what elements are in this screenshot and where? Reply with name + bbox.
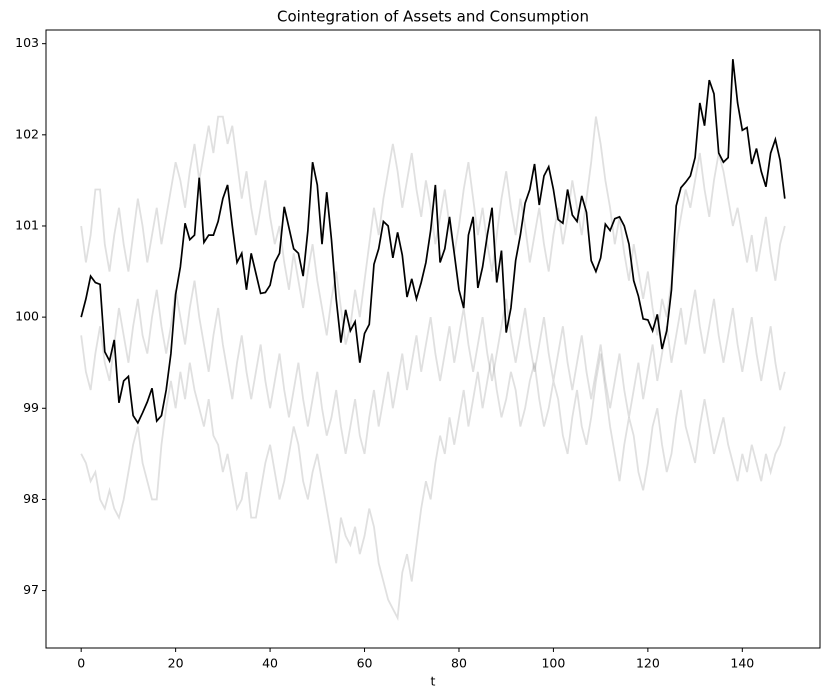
- x-tick-label: 80: [451, 656, 467, 671]
- series-line: [80, 353, 786, 622]
- series-line: [80, 115, 786, 345]
- x-tick-label: 60: [357, 656, 373, 671]
- x-tick-label: 0: [77, 656, 85, 671]
- x-tick-label: 140: [730, 656, 754, 671]
- y-tick-label: 97: [23, 582, 39, 597]
- series-line: [80, 280, 786, 455]
- y-tick-label: 99: [23, 400, 39, 415]
- y-tick-label: 98: [23, 491, 39, 506]
- y-tick-label: 102: [15, 126, 39, 141]
- x-axis-label: t: [431, 674, 436, 689]
- chart-title: Cointegration of Assets and Consumption: [277, 8, 589, 26]
- y-tick-label: 100: [15, 309, 39, 324]
- plot-frame: [45, 29, 821, 649]
- y-tick-label: 103: [15, 35, 39, 50]
- x-tick-label: 20: [168, 656, 184, 671]
- x-tick-label: 100: [541, 656, 565, 671]
- y-tick-label: 101: [15, 217, 39, 232]
- series-line: [80, 59, 786, 425]
- x-tick-label: 120: [636, 656, 660, 671]
- x-tick-label: 40: [262, 656, 278, 671]
